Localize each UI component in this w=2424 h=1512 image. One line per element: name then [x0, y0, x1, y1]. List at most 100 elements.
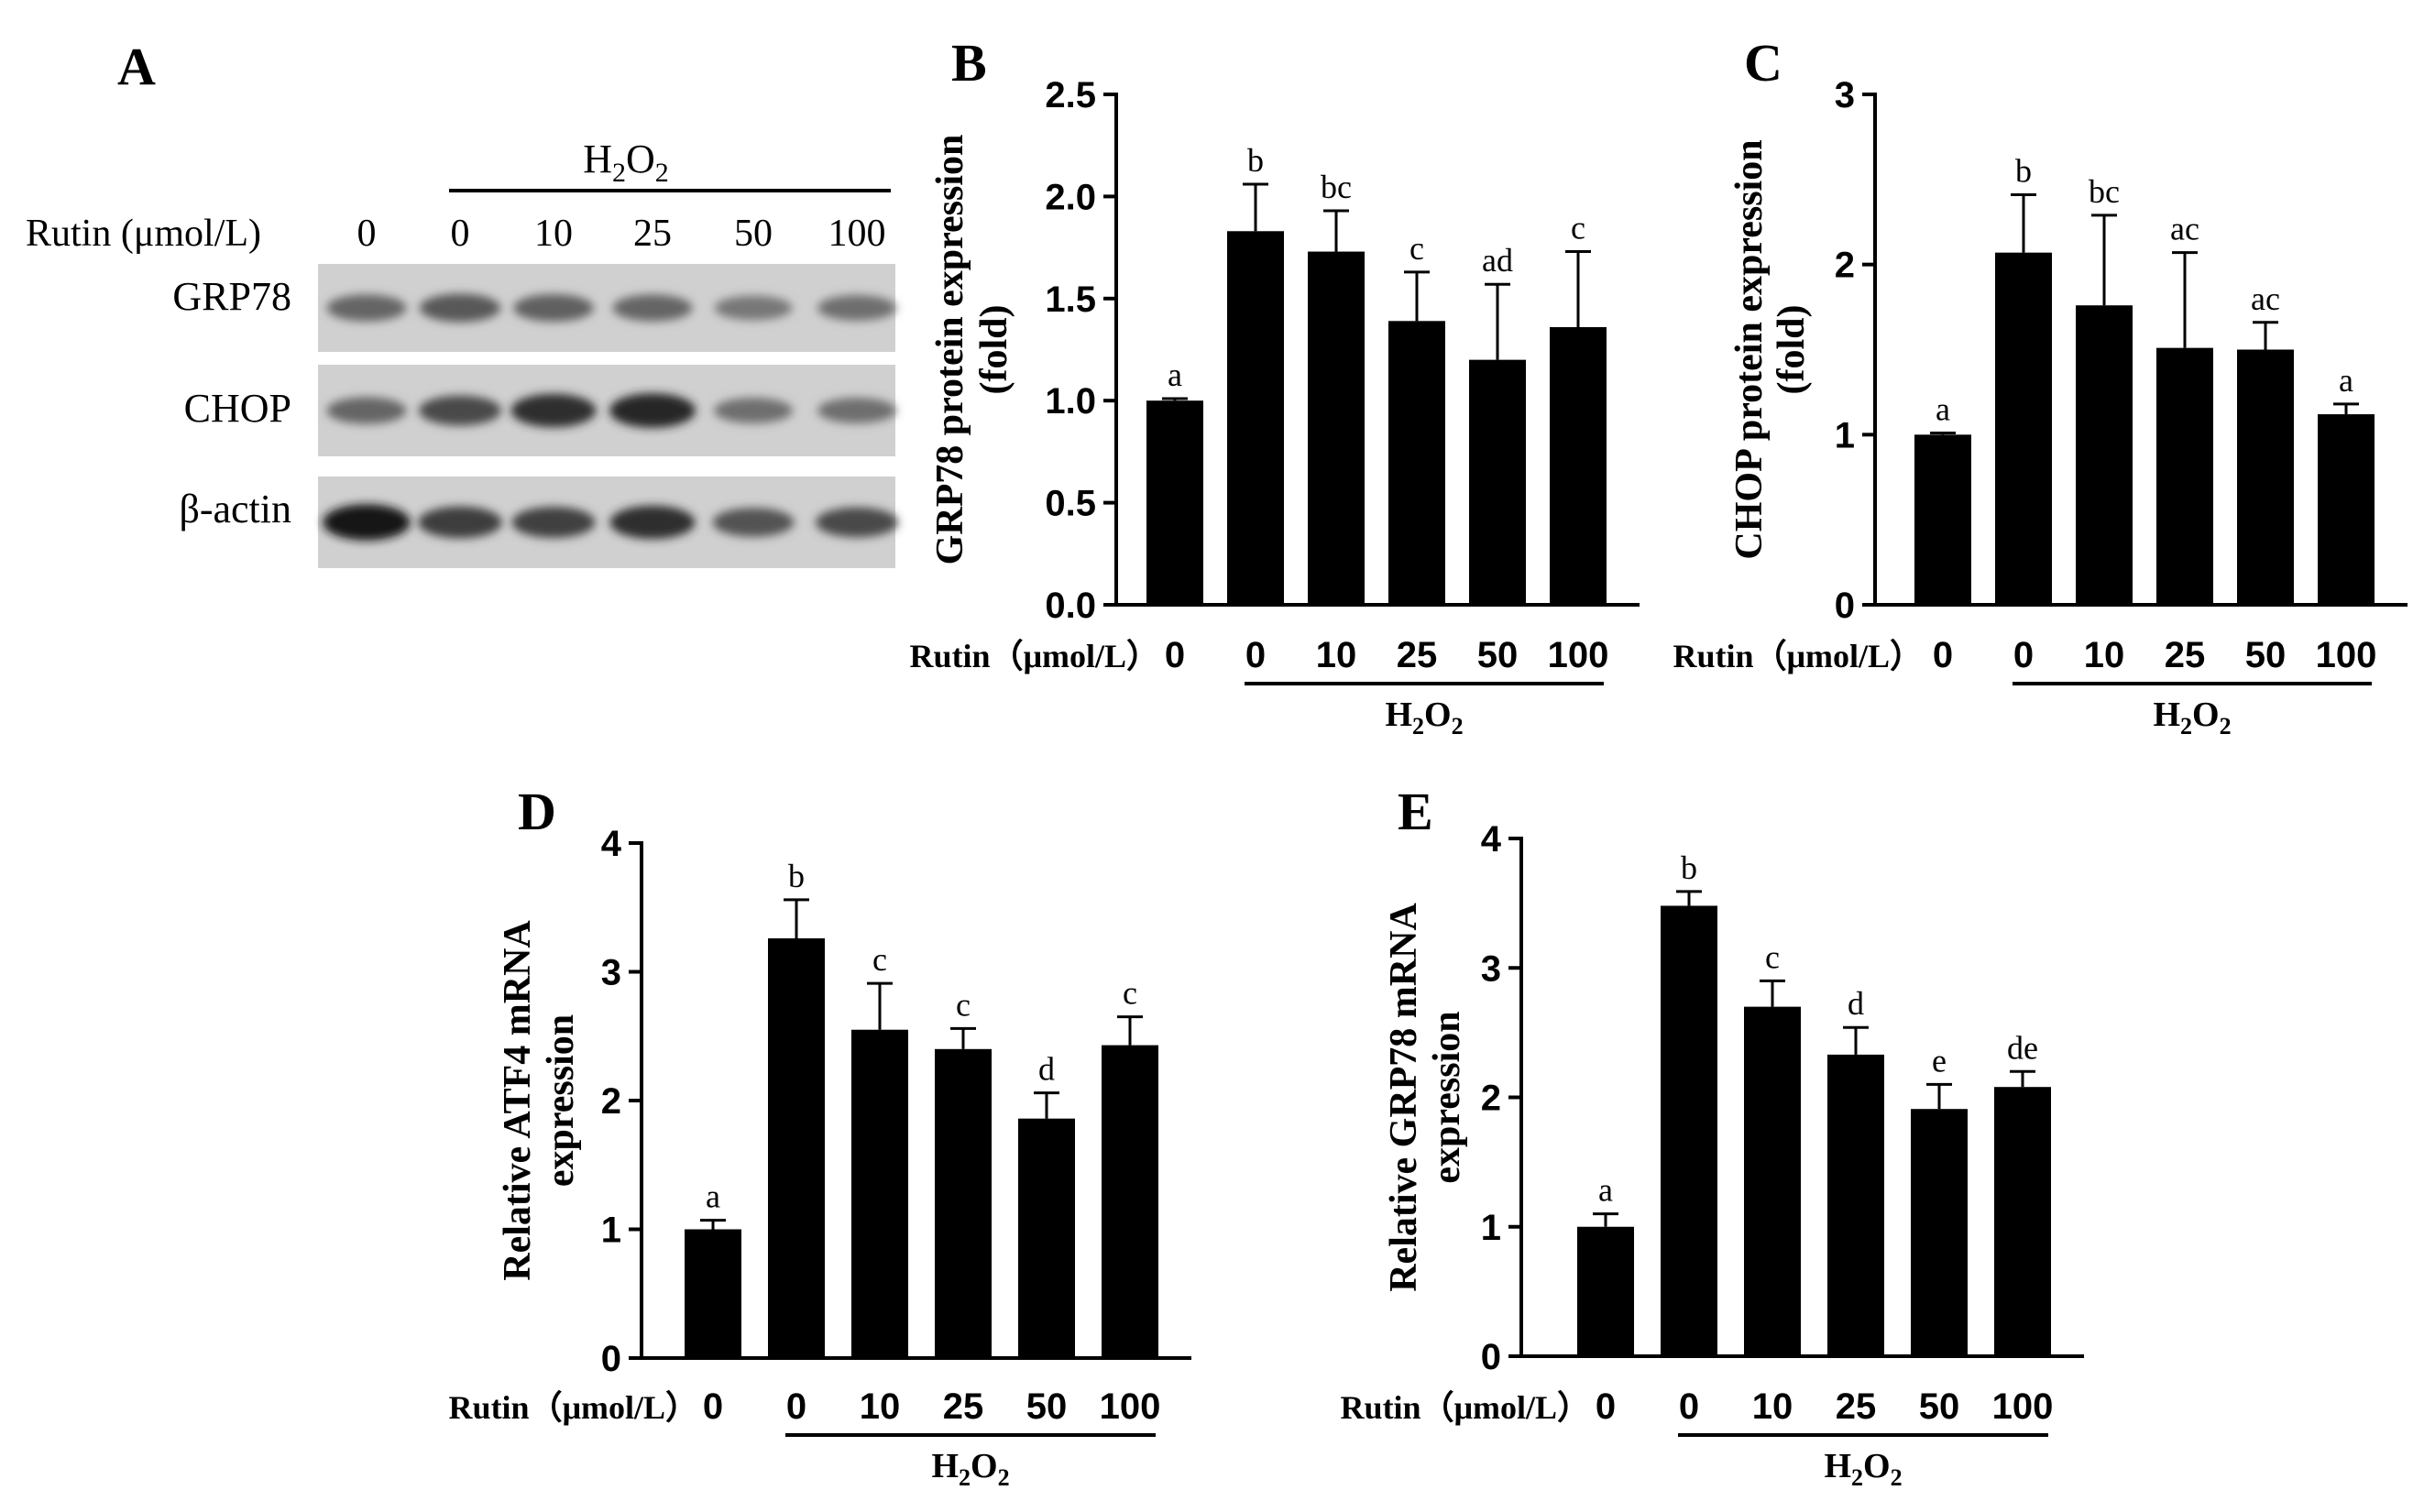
significance-letter: a [706, 1178, 720, 1215]
x-tick-label: 50 [1477, 635, 1519, 675]
blot-rows: GRP78 CHOP β-actin [172, 264, 898, 568]
bar [935, 1048, 992, 1358]
significance-letter: d [1038, 1051, 1055, 1088]
bar [851, 1029, 908, 1358]
y-axis-label-line1: Relative ATF4 mRNA [497, 920, 539, 1281]
y-axis-label-line2: expression [540, 1014, 582, 1187]
y-tick-label: 0.0 [1045, 586, 1096, 626]
y-axis-label-line2: expression [1426, 1011, 1468, 1183]
bar [1388, 321, 1445, 605]
blot-band [714, 398, 793, 423]
blot-band [612, 294, 693, 322]
chart-panel-b: B 0.0 0.5 1.0 1.5 2.0 2.5 GRP78 protein express… [910, 33, 1640, 740]
x-tick-label: 100 [2316, 635, 2377, 675]
x-tick-label: 0 [1165, 635, 1185, 675]
blot-lane-label: 100 [828, 213, 886, 255]
blot-band [609, 393, 696, 428]
bar [1994, 1087, 2051, 1356]
x-tick-label: 0 [1245, 635, 1266, 675]
blot-band [816, 507, 898, 538]
blot-lane-label: 10 [534, 213, 573, 255]
x-tick-label: 25 [1397, 635, 1438, 675]
blot-band [511, 507, 596, 538]
x-tick-label: 10 [2084, 635, 2125, 675]
blot-row: GRP78 [172, 264, 896, 352]
bar [1227, 231, 1284, 605]
panel-a-western-blot: A H2O2 Rutin (μmol/L) 0 0 10 25 50 100 GRP78 C… [26, 37, 898, 568]
bar [1308, 251, 1365, 605]
blot-lane-label: 50 [734, 213, 773, 255]
y-tick-label: 0 [1481, 1337, 1501, 1377]
y-axis-label-line2: (fold) [973, 305, 1015, 395]
x-tick-label: 50 [2245, 635, 2287, 675]
bar [2076, 305, 2133, 605]
panel-label: B [951, 33, 987, 93]
rutin-axis-label: Rutin（μmol/L） [1673, 638, 1923, 674]
significance-letter: a [1168, 356, 1182, 393]
bar [1550, 326, 1607, 605]
y-tick-label: 0 [1835, 586, 1855, 626]
blot-membrane [318, 264, 895, 352]
significance-letter: de [2007, 1029, 2038, 1066]
x-tick-label: 10 [1316, 635, 1357, 675]
bar [1995, 252, 2052, 605]
blot-band [817, 398, 896, 423]
y-tick-label: 2 [1835, 246, 1855, 286]
significance-letter: c [956, 986, 971, 1023]
panel-label: E [1398, 782, 1433, 841]
significance-letter: bc [2089, 173, 2120, 210]
blot-band [712, 508, 795, 537]
x-tick-label: 10 [860, 1386, 901, 1427]
significance-letter: d [1848, 985, 1864, 1022]
y-tick-label: 4 [1481, 819, 1502, 860]
blot-lane-label: 0 [357, 213, 377, 255]
y-tick-label: 1 [1835, 415, 1855, 455]
significance-letter: ac [2170, 211, 2199, 247]
bar [1146, 400, 1203, 605]
x-tick-label: 100 [1100, 1386, 1161, 1427]
y-tick-label: 3 [1835, 75, 1855, 115]
blot-h2o2-label: H2O2 [583, 137, 669, 188]
significance-letter: c [1123, 975, 1137, 1012]
y-tick-label: 1 [1481, 1208, 1501, 1248]
bar [685, 1229, 741, 1358]
y-tick-label: 3 [1481, 948, 1501, 989]
blot-band [609, 505, 696, 540]
significance-letter: a [1936, 390, 1950, 427]
blot-band [510, 393, 597, 428]
y-tick-label: 1.0 [1045, 381, 1096, 422]
y-axis-label-line2: (fold) [1771, 305, 1813, 395]
x-tick-label: 25 [943, 1386, 984, 1427]
x-tick-label: 100 [1548, 635, 1609, 675]
significance-letter: c [872, 941, 887, 978]
chart-panel-c: C 0 1 2 3 CHOP protein expression (fold) a 0 b 0 bc… [1673, 33, 2408, 740]
x-tick-label: 0 [2013, 635, 2034, 675]
x-tick-label: 10 [1752, 1386, 1793, 1427]
significance-letter: b [1681, 849, 1697, 886]
blot-lane-label: 25 [633, 213, 672, 255]
blot-band [326, 397, 407, 424]
chart-panel-e: E 0 1 2 3 4 Relative GRP78 mRNA expression a 0 b 0 c… [1341, 782, 2084, 1491]
y-tick-label: 2 [1481, 1079, 1501, 1119]
y-tick-label: 0 [601, 1339, 621, 1379]
y-tick-label: 2 [601, 1081, 621, 1122]
panel-label: C [1744, 33, 1782, 93]
blot-band [326, 294, 407, 322]
bar-charts: B 0.0 0.5 1.0 1.5 2.0 2.5 GRP78 protein express… [449, 33, 2408, 1491]
x-tick-label: 25 [2165, 635, 2206, 675]
h2o2-label: H2O2 [2153, 696, 2231, 740]
bar [2237, 349, 2294, 605]
blot-lane-labels: 0 0 10 25 50 100 [357, 213, 886, 255]
chart-panel-d: D 0 1 2 3 4 Relative ATF4 mRNA expression a 0 b 0 c 1… [449, 782, 1191, 1491]
blot-band [513, 294, 594, 322]
bar [2318, 414, 2375, 605]
bar [768, 937, 825, 1358]
significance-letter: a [2339, 362, 2353, 399]
y-tick-label: 2.5 [1045, 75, 1096, 115]
significance-letter: b [1247, 142, 1264, 179]
blot-membrane [318, 477, 895, 568]
significance-letter: c [1409, 230, 1424, 267]
y-tick-label: 1.5 [1045, 279, 1096, 320]
significance-letter: bc [1321, 169, 1352, 205]
